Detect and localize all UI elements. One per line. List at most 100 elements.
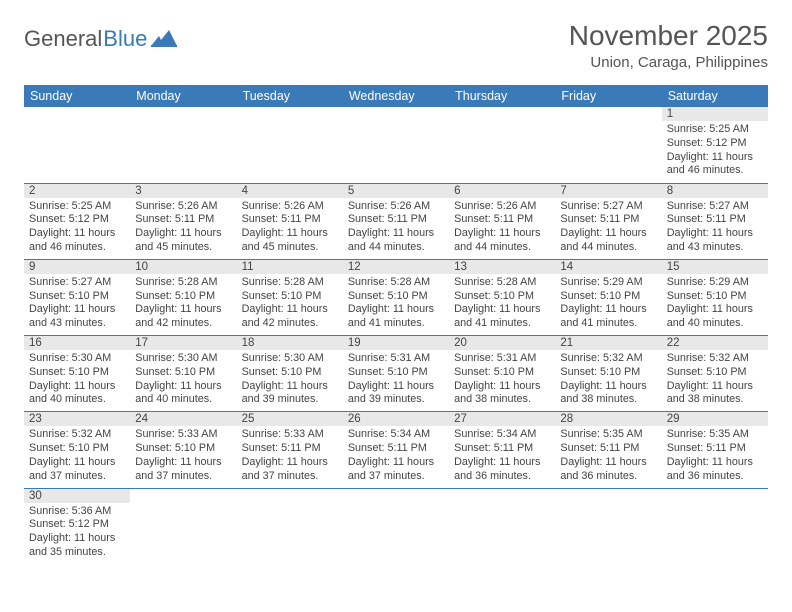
day-dl1: Daylight: 11 hours [135,227,231,241]
day-dl2: and 40 minutes. [667,317,763,331]
logo-text-blue: Blue [103,26,147,52]
day-number: 11 [237,260,343,274]
day-details: Sunrise: 5:36 AMSunset: 5:12 PMDaylight:… [24,503,130,564]
calendar-day-cell [449,488,555,564]
day-sunset: Sunset: 5:11 PM [454,213,550,227]
calendar-week-row: 9Sunrise: 5:27 AMSunset: 5:10 PMDaylight… [24,259,768,335]
calendar-header-row: Sunday Monday Tuesday Wednesday Thursday… [24,85,768,107]
day-dl2: and 41 minutes. [560,317,656,331]
day-dl1: Daylight: 11 hours [242,456,338,470]
day-dl1: Daylight: 11 hours [667,380,763,394]
day-sunrise: Sunrise: 5:33 AM [135,428,231,442]
calendar-week-row: 30Sunrise: 5:36 AMSunset: 5:12 PMDayligh… [24,488,768,564]
day-sunset: Sunset: 5:10 PM [667,290,763,304]
day-details: Sunrise: 5:29 AMSunset: 5:10 PMDaylight:… [555,274,661,335]
day-sunset: Sunset: 5:12 PM [29,518,125,532]
page-header: GeneralBlue November 2025 Union, Caraga,… [24,20,768,71]
day-dl2: and 35 minutes. [29,546,125,560]
day-dl2: and 36 minutes. [454,470,550,484]
day-sunrise: Sunrise: 5:30 AM [135,352,231,366]
calendar-week-row: 23Sunrise: 5:32 AMSunset: 5:10 PMDayligh… [24,412,768,488]
day-dl1: Daylight: 11 hours [242,380,338,394]
calendar-day-cell: 25Sunrise: 5:33 AMSunset: 5:11 PMDayligh… [237,412,343,488]
day-sunset: Sunset: 5:10 PM [29,366,125,380]
calendar-day-cell: 21Sunrise: 5:32 AMSunset: 5:10 PMDayligh… [555,336,661,412]
calendar-day-cell: 11Sunrise: 5:28 AMSunset: 5:10 PMDayligh… [237,259,343,335]
day-details: Sunrise: 5:29 AMSunset: 5:10 PMDaylight:… [662,274,768,335]
day-sunrise: Sunrise: 5:25 AM [29,200,125,214]
day-sunrise: Sunrise: 5:26 AM [242,200,338,214]
day-sunset: Sunset: 5:11 PM [454,442,550,456]
col-sunday: Sunday [24,85,130,107]
day-sunset: Sunset: 5:11 PM [667,442,763,456]
day-dl1: Daylight: 11 hours [242,227,338,241]
day-dl1: Daylight: 11 hours [135,456,231,470]
day-number: 4 [237,184,343,198]
calendar-day-cell: 28Sunrise: 5:35 AMSunset: 5:11 PMDayligh… [555,412,661,488]
calendar-day-cell: 7Sunrise: 5:27 AMSunset: 5:11 PMDaylight… [555,183,661,259]
day-number: 1 [662,107,768,121]
day-dl1: Daylight: 11 hours [454,456,550,470]
calendar-day-cell [555,488,661,564]
day-dl1: Daylight: 11 hours [29,532,125,546]
day-sunrise: Sunrise: 5:28 AM [135,276,231,290]
day-number: 19 [343,336,449,350]
day-dl1: Daylight: 11 hours [667,151,763,165]
day-sunset: Sunset: 5:10 PM [135,290,231,304]
calendar-day-cell: 6Sunrise: 5:26 AMSunset: 5:11 PMDaylight… [449,183,555,259]
day-dl2: and 45 minutes. [242,241,338,255]
day-sunrise: Sunrise: 5:29 AM [667,276,763,290]
day-sunrise: Sunrise: 5:28 AM [454,276,550,290]
day-dl1: Daylight: 11 hours [560,380,656,394]
logo-flag-icon [151,30,177,48]
calendar-day-cell [555,107,661,183]
day-dl2: and 43 minutes. [667,241,763,255]
calendar-day-cell [662,488,768,564]
col-thursday: Thursday [449,85,555,107]
day-details: Sunrise: 5:35 AMSunset: 5:11 PMDaylight:… [555,426,661,487]
day-number: 28 [555,412,661,426]
day-details: Sunrise: 5:33 AMSunset: 5:10 PMDaylight:… [130,426,236,487]
day-sunrise: Sunrise: 5:35 AM [560,428,656,442]
logo: GeneralBlue [24,26,177,52]
day-number: 7 [555,184,661,198]
page-subtitle: Union, Caraga, Philippines [569,54,768,71]
calendar-day-cell: 3Sunrise: 5:26 AMSunset: 5:11 PMDaylight… [130,183,236,259]
calendar-week-row: 16Sunrise: 5:30 AMSunset: 5:10 PMDayligh… [24,336,768,412]
day-dl2: and 46 minutes. [667,164,763,178]
day-number: 5 [343,184,449,198]
calendar-day-cell [449,107,555,183]
calendar-day-cell: 16Sunrise: 5:30 AMSunset: 5:10 PMDayligh… [24,336,130,412]
calendar-day-cell [237,107,343,183]
day-sunrise: Sunrise: 5:27 AM [560,200,656,214]
day-sunset: Sunset: 5:10 PM [560,290,656,304]
calendar-day-cell: 1Sunrise: 5:25 AMSunset: 5:12 PMDaylight… [662,107,768,183]
title-block: November 2025 Union, Caraga, Philippines [569,20,768,71]
day-dl1: Daylight: 11 hours [348,227,444,241]
day-sunrise: Sunrise: 5:26 AM [348,200,444,214]
day-dl2: and 39 minutes. [242,393,338,407]
calendar-day-cell [343,107,449,183]
day-dl1: Daylight: 11 hours [348,380,444,394]
day-details: Sunrise: 5:25 AMSunset: 5:12 PMDaylight:… [24,198,130,259]
day-sunrise: Sunrise: 5:34 AM [348,428,444,442]
day-details: Sunrise: 5:28 AMSunset: 5:10 PMDaylight:… [449,274,555,335]
day-number: 26 [343,412,449,426]
day-dl2: and 43 minutes. [29,317,125,331]
day-sunrise: Sunrise: 5:26 AM [454,200,550,214]
day-sunset: Sunset: 5:10 PM [560,366,656,380]
col-saturday: Saturday [662,85,768,107]
day-number: 14 [555,260,661,274]
day-details: Sunrise: 5:31 AMSunset: 5:10 PMDaylight:… [343,350,449,411]
day-number: 2 [24,184,130,198]
calendar-day-cell: 15Sunrise: 5:29 AMSunset: 5:10 PMDayligh… [662,259,768,335]
day-details: Sunrise: 5:31 AMSunset: 5:10 PMDaylight:… [449,350,555,411]
day-details: Sunrise: 5:34 AMSunset: 5:11 PMDaylight:… [449,426,555,487]
day-sunrise: Sunrise: 5:31 AM [454,352,550,366]
day-sunrise: Sunrise: 5:34 AM [454,428,550,442]
day-dl2: and 42 minutes. [135,317,231,331]
calendar-day-cell: 23Sunrise: 5:32 AMSunset: 5:10 PMDayligh… [24,412,130,488]
calendar-week-row: 2Sunrise: 5:25 AMSunset: 5:12 PMDaylight… [24,183,768,259]
calendar-day-cell: 2Sunrise: 5:25 AMSunset: 5:12 PMDaylight… [24,183,130,259]
calendar-day-cell: 27Sunrise: 5:34 AMSunset: 5:11 PMDayligh… [449,412,555,488]
